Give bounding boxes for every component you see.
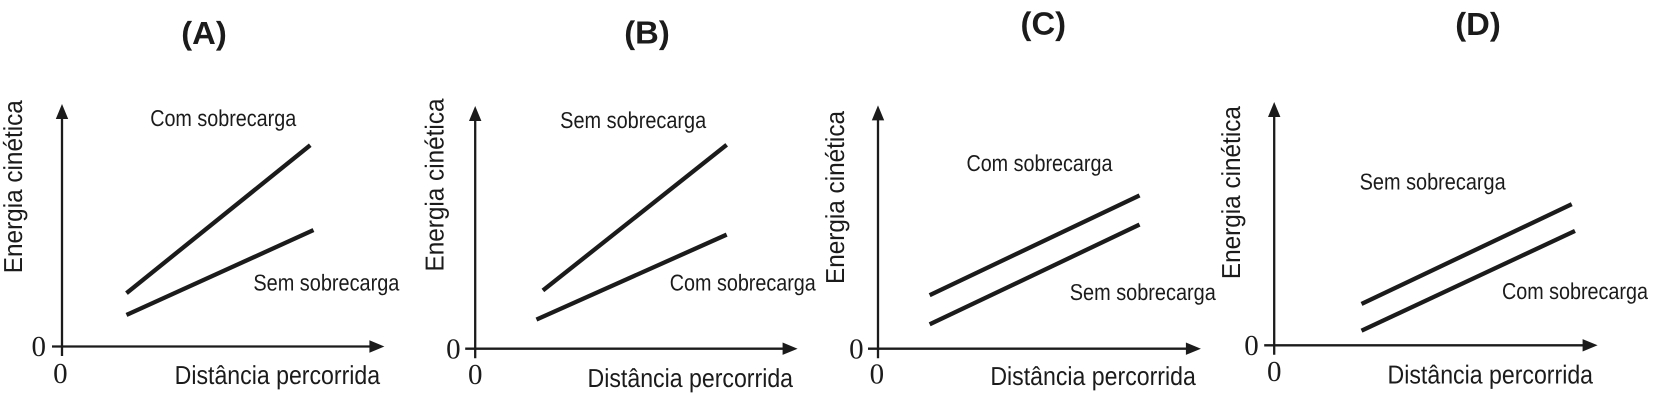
x-origin-zero: 0	[53, 358, 68, 390]
label-sem-sobrecarga: Sem sobrecarga	[253, 270, 399, 296]
panel-b: (B) Energia cinética Distância percorrida 0…	[419, 15, 816, 394]
y-axis-arrowhead	[1268, 102, 1281, 117]
line-sem-sobrecarga	[1360, 202, 1573, 306]
y-axis-arrowhead	[55, 104, 69, 119]
label-sem-sobrecarga: Sem sobrecarga	[560, 107, 706, 133]
panel-d: (D) Energia cinética Distância percorrida 0…	[1216, 6, 1648, 389]
panel-d-title: (D)	[1455, 6, 1501, 42]
x-axis-label: Distância percorrida	[588, 363, 794, 393]
x-axis-arrowhead	[1582, 339, 1598, 352]
line-sem-sobrecarga	[125, 228, 315, 317]
label-com-sobrecarga: Com sobrecarga	[150, 105, 296, 131]
label-sem-sobrecarga: Sem sobrecarga	[1360, 169, 1506, 195]
y-axis-label: Energia cinética	[1216, 106, 1246, 280]
y-axis-label: Energia cinética	[0, 100, 28, 274]
line-sem-sobrecarga	[541, 143, 729, 293]
y-axis-label: Energia cinética	[419, 98, 449, 272]
panel-a: (A) Energia cinética Distância percorrida 0…	[0, 15, 400, 390]
y-origin-zero: 0	[446, 334, 461, 366]
y-axis-arrowhead	[469, 106, 482, 121]
x-axis-arrowhead	[369, 340, 385, 353]
label-sem-sobrecarga: Sem sobrecarga	[1070, 279, 1216, 305]
y-origin-zero: 0	[849, 334, 864, 366]
x-axis-arrowhead	[1185, 342, 1201, 355]
x-origin-zero: 0	[468, 359, 483, 391]
panel-c-title: (C)	[1021, 6, 1067, 42]
y-axis-arrowhead	[871, 105, 885, 121]
y-origin-zero: 0	[32, 331, 47, 363]
panel-b-title: (B)	[624, 15, 670, 51]
line-sem-sobrecarga	[928, 222, 1141, 327]
x-axis-label: Distância percorrida	[990, 361, 1196, 391]
panel-c: (C) Energia cinética Distância percorrida 0…	[820, 6, 1216, 392]
line-com-sobrecarga	[928, 193, 1141, 298]
x-origin-zero: 0	[870, 359, 885, 391]
x-axis-label: Distância percorrida	[175, 360, 381, 390]
line-com-sobrecarga	[1360, 229, 1576, 333]
label-com-sobrecarga: Com sobrecarga	[1502, 278, 1648, 304]
x-origin-zero: 0	[1267, 356, 1282, 388]
panel-a-title: (A)	[181, 15, 227, 51]
label-com-sobrecarga: Com sobrecarga	[670, 269, 816, 295]
x-axis-arrowhead	[782, 342, 798, 355]
x-axis-label: Distância percorrida	[1388, 359, 1594, 389]
line-com-sobrecarga	[535, 232, 728, 322]
y-axis-label: Energia cinética	[820, 110, 850, 284]
label-com-sobrecarga: Com sobrecarga	[966, 150, 1112, 176]
y-origin-zero: 0	[1244, 330, 1259, 362]
line-com-sobrecarga	[125, 143, 312, 295]
